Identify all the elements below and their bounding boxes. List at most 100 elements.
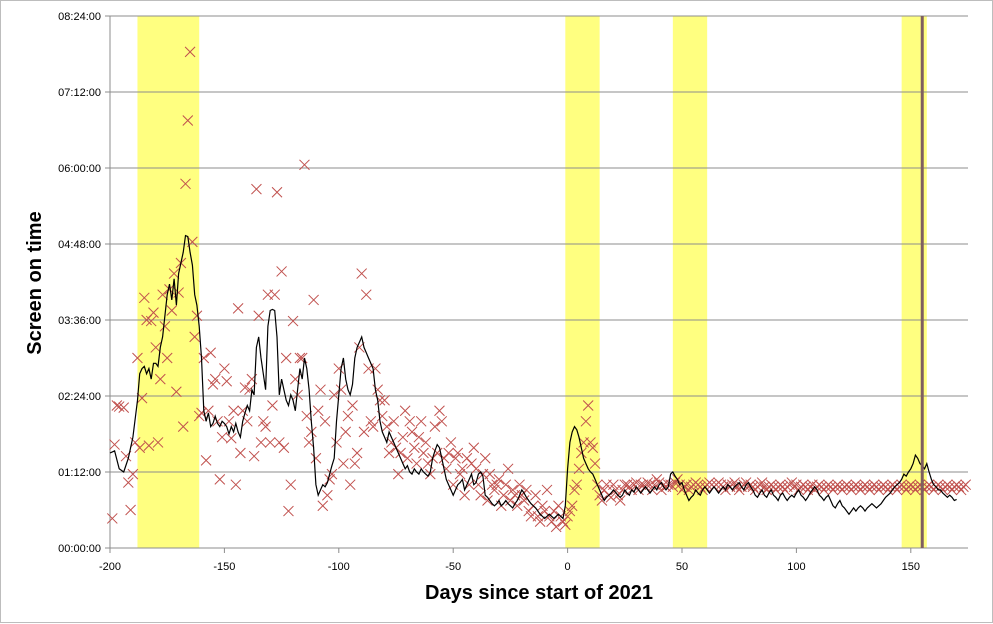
data-point-2 xyxy=(111,400,123,411)
y-tick-label-1: 01:12:00 xyxy=(58,467,101,479)
data-point-91 xyxy=(317,500,329,512)
data-point-97 xyxy=(331,437,342,448)
data-point-177 xyxy=(514,479,525,491)
data-point-78 xyxy=(287,315,299,327)
data-point-204 xyxy=(575,447,587,459)
data-point-206 xyxy=(580,415,592,427)
data-point-157 xyxy=(468,442,480,454)
data-point-55 xyxy=(235,447,246,459)
highlight-band-0 xyxy=(137,16,200,548)
scatter-points xyxy=(106,46,972,533)
data-point-213 xyxy=(596,495,608,506)
data-point-357 xyxy=(926,481,937,493)
data-point-11 xyxy=(134,442,146,454)
data-point-25 xyxy=(166,305,178,316)
data-point-317 xyxy=(834,481,846,493)
data-point-69 xyxy=(267,400,278,411)
data-point-96 xyxy=(328,389,340,401)
data-point-207 xyxy=(582,400,594,411)
data-point-39 xyxy=(198,352,210,364)
data-point-140 xyxy=(429,421,441,432)
data-point-302 xyxy=(800,481,811,493)
data-point-176 xyxy=(511,500,523,512)
data-point-180 xyxy=(521,484,532,496)
data-point-10 xyxy=(132,352,143,364)
data-point-12 xyxy=(136,392,148,404)
data-point-16 xyxy=(145,315,157,327)
data-point-151 xyxy=(454,468,466,480)
data-point-193 xyxy=(550,521,562,533)
data-point-88 xyxy=(310,452,322,464)
data-point-110 xyxy=(360,289,372,301)
data-point-101 xyxy=(340,426,352,438)
data-point-333 xyxy=(871,481,882,493)
data-point-349 xyxy=(907,481,919,493)
data-point-132 xyxy=(411,458,422,469)
data-point-172 xyxy=(502,463,514,475)
data-point-51 xyxy=(225,432,237,444)
data-point-179 xyxy=(518,495,530,506)
data-point-147 xyxy=(445,437,457,448)
data-point-150 xyxy=(452,447,464,459)
data-point-124 xyxy=(392,468,404,480)
data-point-127 xyxy=(399,405,411,417)
data-point-361 xyxy=(935,481,946,493)
data-point-93 xyxy=(322,489,333,501)
data-point-40 xyxy=(200,455,212,466)
data-point-171 xyxy=(500,479,512,491)
data-point-108 xyxy=(356,268,368,279)
data-point-185 xyxy=(532,510,544,522)
data-point-201 xyxy=(569,484,580,496)
data-point-136 xyxy=(420,437,432,448)
data-point-138 xyxy=(424,468,436,480)
data-point-27 xyxy=(170,386,182,398)
x-tick-label-3: -50 xyxy=(445,561,461,573)
data-point-152 xyxy=(456,463,468,475)
data-point-31 xyxy=(180,178,191,190)
data-point-63 xyxy=(253,310,265,322)
data-point-158 xyxy=(470,463,482,475)
data-point-113 xyxy=(367,421,379,432)
data-point-46 xyxy=(214,474,226,485)
data-point-73 xyxy=(276,266,287,277)
data-point-75 xyxy=(280,352,292,364)
data-point-3 xyxy=(113,401,125,412)
data-point-337 xyxy=(880,481,891,493)
data-point-153 xyxy=(459,489,470,501)
x-tick-labels: -200 -150 -100 -50 0 50 100 150 xyxy=(99,561,920,573)
data-point-200 xyxy=(566,500,578,512)
data-point-17 xyxy=(148,307,159,318)
data-point-92 xyxy=(319,415,331,427)
data-point-122 xyxy=(388,415,400,427)
data-point-217 xyxy=(605,491,617,503)
data-point-18 xyxy=(150,342,162,353)
data-point-237 xyxy=(651,474,663,485)
data-point-365 xyxy=(944,481,956,493)
data-point-199 xyxy=(564,505,576,517)
data-point-218 xyxy=(608,479,619,491)
data-point-83 xyxy=(299,159,310,171)
data-point-279 xyxy=(747,481,759,493)
x-tick-label-4: 0 xyxy=(565,561,571,573)
data-point-94 xyxy=(324,474,336,485)
data-point-130 xyxy=(406,426,418,438)
data-point-66 xyxy=(260,421,271,432)
data-point-131 xyxy=(408,442,420,454)
data-point-21 xyxy=(157,289,168,301)
data-point-149 xyxy=(450,452,461,464)
data-point-86 xyxy=(305,426,317,438)
data-point-189 xyxy=(541,484,553,496)
data-point-105 xyxy=(349,458,361,469)
data-point-99 xyxy=(335,384,347,396)
data-point-70 xyxy=(269,289,281,301)
data-point-100 xyxy=(338,458,349,469)
data-point-135 xyxy=(418,447,429,459)
x-tick-label-5: 50 xyxy=(676,561,688,573)
data-point-325 xyxy=(852,481,864,493)
data-point-77 xyxy=(285,479,297,491)
data-point-90 xyxy=(315,384,326,396)
data-point-143 xyxy=(436,415,448,427)
data-point-109 xyxy=(358,426,370,438)
